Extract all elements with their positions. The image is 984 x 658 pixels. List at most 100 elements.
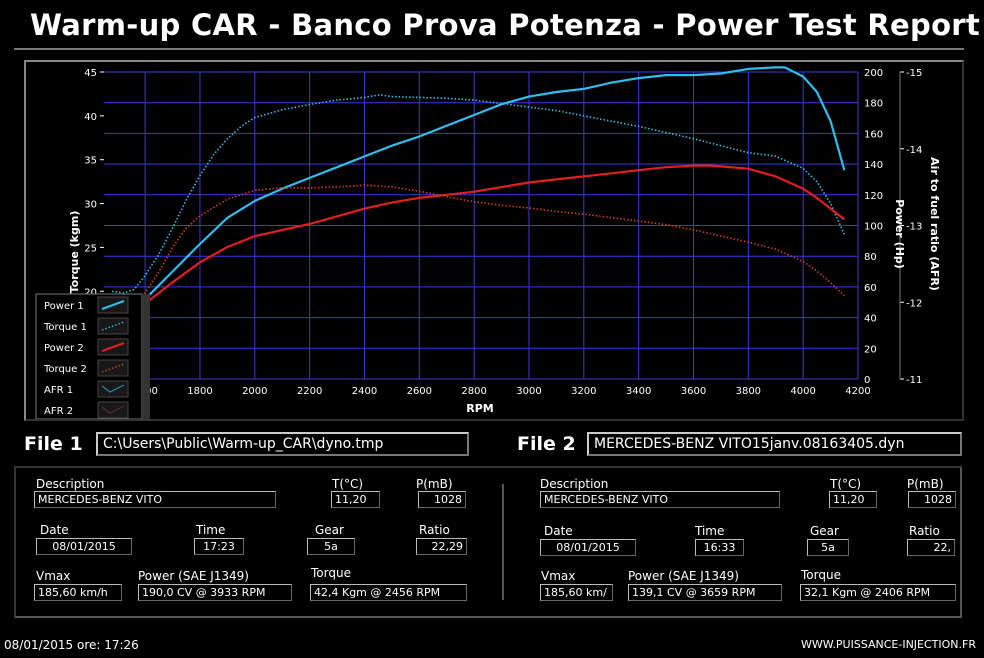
y-tick-torque: 40	[84, 112, 97, 123]
temp-field[interactable]: 11,20	[331, 491, 380, 508]
y-tick-afr: -13	[906, 222, 922, 233]
x-tick: 2200	[297, 386, 322, 397]
y-tick-afr: -11	[906, 375, 922, 386]
torque-label: Torque	[311, 566, 351, 580]
time-field[interactable]: 16:33	[695, 539, 744, 556]
power-field[interactable]: 139,1 CV @ 3659 RPM	[628, 584, 782, 601]
date-field[interactable]: 08/01/2015	[540, 539, 636, 556]
y-tick-power: 0	[864, 375, 870, 386]
legend-scrollbar[interactable]	[142, 294, 150, 419]
file1-label: File 1	[24, 433, 83, 455]
file2-label: File 2	[517, 433, 576, 455]
y-tick-power: 160	[864, 129, 883, 140]
x-tick: 3000	[516, 386, 541, 397]
series-line-torque-2	[111, 184, 845, 315]
ratio-label: Ratio	[419, 523, 450, 537]
legend-swatch-box	[97, 401, 129, 419]
series-line-torque-1	[112, 93, 846, 294]
temp-label: T(°C)	[332, 477, 364, 491]
y-tick-power: 80	[864, 252, 877, 263]
torque-field[interactable]: 42,4 Kgm @ 2456 RPM	[310, 584, 467, 601]
y-tick-afr: -14	[906, 145, 922, 156]
legend-swatch	[101, 321, 125, 331]
y-tick-power: 100	[864, 222, 883, 233]
temp-label: T(°C)	[830, 477, 862, 491]
time-field[interactable]: 17:23	[194, 538, 244, 555]
file2-path-field[interactable]: MERCEDES-BENZ VITO15janv.08163405.dyn	[587, 432, 962, 456]
legend-label: Torque 1	[43, 322, 87, 333]
y-axis-label-torque: Torque (kgm)	[68, 211, 81, 294]
description-label: Description	[36, 477, 105, 491]
chart-series	[111, 66, 846, 319]
legend-label: Torque 2	[43, 364, 87, 375]
y-tick-torque: 35	[84, 156, 97, 167]
torque-label: Torque	[801, 568, 841, 582]
x-tick: 2800	[461, 386, 486, 397]
y-tick-power: 60	[864, 283, 877, 294]
y-tick-power: 20	[864, 344, 877, 355]
vmax-label: Vmax	[541, 569, 576, 583]
x-tick: 3800	[736, 386, 761, 397]
panel-divider	[502, 484, 504, 600]
y-tick-power: 200	[864, 68, 883, 79]
x-tick: 2000	[242, 386, 267, 397]
series-line-power-1	[112, 66, 846, 311]
vmax-field[interactable]: 185,60 km/	[540, 584, 613, 601]
time-label: Time	[196, 523, 226, 537]
dyno-chart: 0204060801001201401601802001600180020002…	[24, 60, 964, 421]
y-tick-torque: 25	[84, 243, 97, 254]
pressure-label: P(mB)	[416, 477, 453, 491]
legend-box	[35, 293, 143, 420]
pressure-field[interactable]: 1028	[418, 491, 466, 508]
website-link[interactable]: WWW.PUISSANCE-INJECTION.FR	[801, 638, 976, 651]
report-title: Warm-up CAR - Banco Prova Potenza - Powe…	[30, 8, 981, 42]
legend-label: AFR 1	[44, 385, 73, 396]
series-line-power-2	[111, 164, 845, 319]
y-tick-afr: -15	[906, 68, 922, 79]
chart-svg: 0204060801001201401601802001600180020002…	[35, 66, 941, 420]
x-tick: 4200	[845, 386, 870, 397]
x-tick: 3400	[626, 386, 651, 397]
date-field[interactable]: 08/01/2015	[36, 538, 132, 555]
legend-label: Power 2	[44, 343, 84, 354]
pressure-label: P(mB)	[907, 477, 944, 491]
gear-field[interactable]: 5a	[307, 538, 355, 555]
y-tick-torque: 30	[84, 200, 97, 211]
legend-swatch	[101, 299, 125, 311]
description-label: Description	[540, 477, 609, 491]
gear-label: Gear	[810, 524, 839, 538]
x-tick: 2600	[407, 386, 432, 397]
temp-field[interactable]: 11,20	[829, 491, 877, 508]
y-tick-power: 40	[864, 314, 877, 325]
x-axis-label: RPM	[466, 402, 493, 415]
ratio-field[interactable]: 22,29	[416, 538, 467, 555]
date-label: Date	[544, 524, 573, 538]
title-divider	[14, 48, 964, 50]
x-tick: 3600	[681, 386, 706, 397]
y-axis-label-afr: Air to fuel ratio (AFR)	[928, 157, 941, 291]
power-field[interactable]: 190,0 CV @ 3933 RPM	[138, 584, 292, 601]
time-label: Time	[695, 524, 725, 538]
y-tick-power: 120	[864, 191, 883, 202]
y-tick-torque: 20	[84, 287, 97, 298]
x-tick: 2400	[352, 386, 377, 397]
file1-path-field[interactable]: C:\Users\Public\Warm-up_CAR\dyno.tmp	[96, 432, 469, 456]
date-label: Date	[40, 523, 69, 537]
vmax-label: Vmax	[36, 569, 71, 583]
x-tick: 3200	[571, 386, 596, 397]
vmax-field[interactable]: 185,60 km/h	[34, 584, 122, 601]
chart-legend: Power 1 Torque 1 Power 2 Torque 2 AFR 1 AFR 2	[35, 293, 150, 420]
legend-swatch	[101, 405, 125, 414]
y-tick-power: 180	[864, 99, 883, 110]
pressure-field[interactable]: 1028	[908, 491, 956, 508]
description-field[interactable]: MERCEDES-BENZ VITO	[34, 491, 276, 508]
gear-field[interactable]: 5a	[807, 539, 849, 556]
description-field[interactable]: MERCEDES-BENZ VITO	[540, 491, 780, 508]
legend-swatch	[101, 341, 125, 353]
torque-field[interactable]: 32,1 Kgm @ 2406 RPM	[800, 584, 956, 601]
ratio-field[interactable]: 22,	[907, 539, 955, 556]
report-datetime: 08/01/2015 ore: 17:26	[4, 638, 139, 652]
legend-label: AFR 2	[44, 406, 73, 417]
legend-swatch-box	[97, 380, 129, 398]
y-tick-torque: 45	[84, 68, 97, 79]
